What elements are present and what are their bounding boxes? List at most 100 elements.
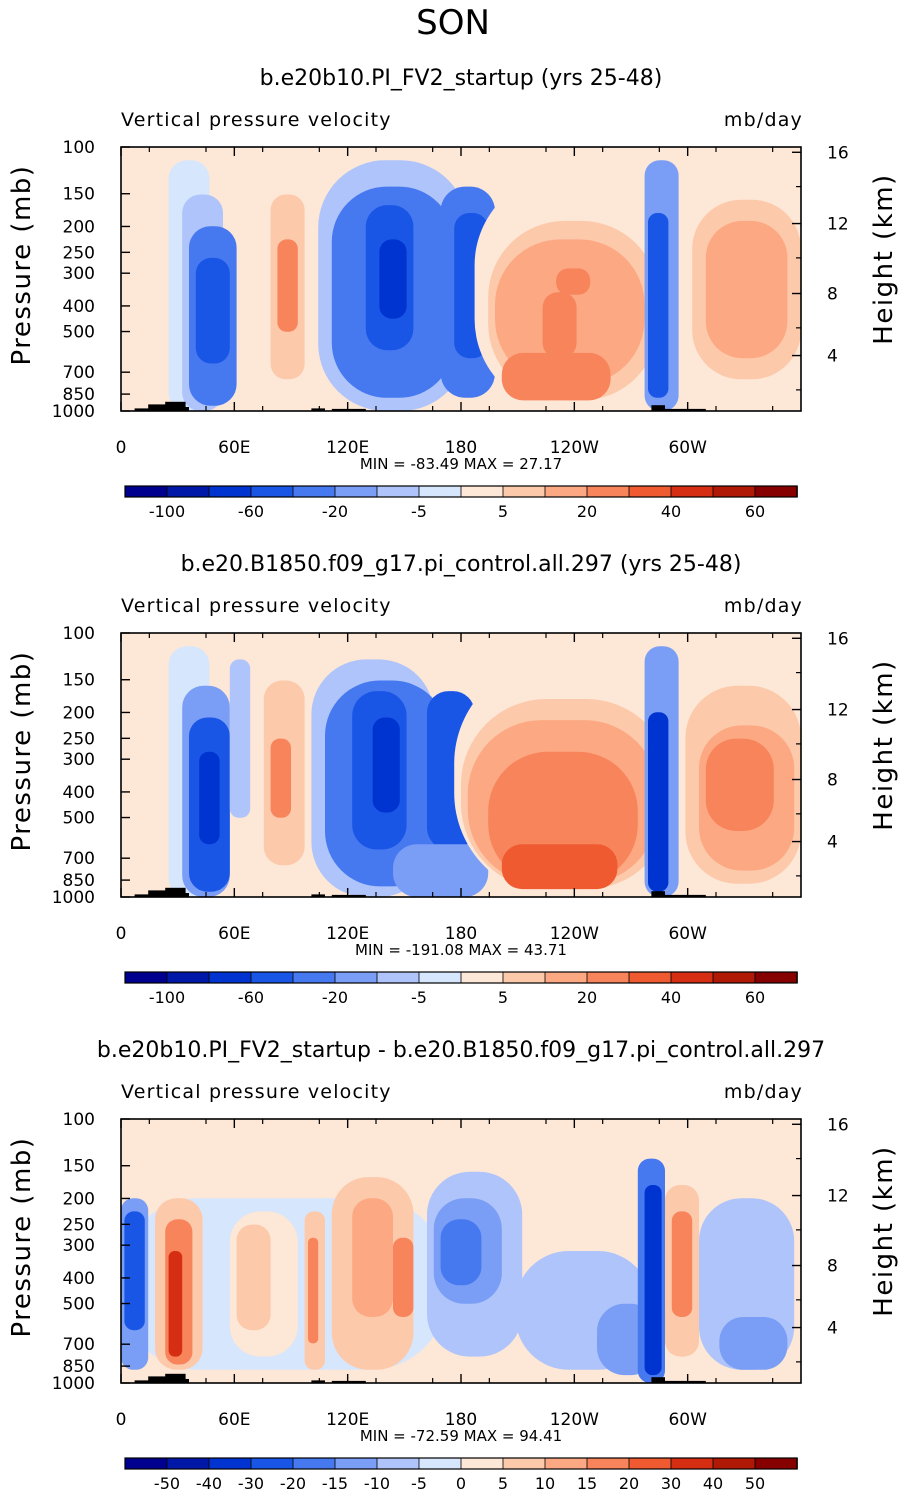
y-tick-label: 1000	[52, 402, 95, 422]
contour-region	[719, 1317, 788, 1370]
y2-tick-label: 8	[827, 1257, 838, 1277]
colorbar-label: 15	[577, 1474, 597, 1493]
colorbar-label: -20	[322, 502, 348, 521]
y-tick-label: 200	[63, 1189, 95, 1209]
colorbar-label: 20	[577, 502, 597, 521]
contour-fill	[134, 646, 801, 897]
topography	[665, 894, 706, 897]
colorbar-label: 40	[661, 502, 681, 521]
y-axis-title: Pressure (mb)	[7, 651, 37, 852]
colorbar-swatch	[334, 971, 378, 984]
x-tick-label: 60E	[218, 924, 250, 944]
x-tick-label: 60E	[218, 438, 250, 458]
y2-tick-label: 12	[827, 701, 849, 721]
topography	[665, 1380, 706, 1383]
colorbar-swatch	[670, 1457, 714, 1470]
panel-title: b.e20b10.PI_FV2_startup (yrs 25-48)	[260, 66, 663, 91]
topography	[665, 408, 706, 411]
colorbar-swatch	[544, 1457, 588, 1470]
y2-axis-title: Height (km)	[869, 173, 899, 344]
contour-region	[199, 751, 220, 845]
colorbar-swatch	[628, 971, 672, 984]
colorbar-swatch	[292, 971, 336, 984]
colorbar-frame	[124, 485, 798, 498]
y2-tick-label: 16	[827, 143, 849, 163]
y-tick-label: 300	[63, 264, 95, 284]
min-max-readout: MIN = -72.59 MAX = 94.41	[360, 1427, 562, 1445]
topography	[165, 1373, 186, 1383]
topography	[148, 1376, 169, 1383]
colorbar-label: -5	[411, 502, 427, 521]
colorbar-label: -40	[196, 1474, 222, 1493]
variable-label: Vertical pressure velocity	[121, 1081, 392, 1103]
x-tick-label: 120E	[326, 924, 369, 944]
colorbar-swatch	[628, 485, 672, 498]
colorbar-label: 5	[498, 1474, 508, 1493]
colorbar-swatch	[712, 485, 756, 498]
x-tick-label: 0	[116, 438, 127, 458]
topography	[175, 407, 189, 411]
y-tick-label: 200	[63, 217, 95, 237]
y2-tick-label: 4	[827, 347, 838, 367]
contour-region	[372, 717, 400, 813]
y-axis-title: Pressure (mb)	[7, 1137, 37, 1338]
colorbar-swatch	[334, 1457, 378, 1470]
colorbar-swatch	[586, 971, 630, 984]
colorbar-label: -15	[322, 1474, 348, 1493]
colorbar-swatch	[502, 971, 546, 984]
colorbar-label: -50	[154, 1474, 180, 1493]
colorbar-swatch	[376, 971, 420, 984]
y-axis-title: Pressure (mb)	[7, 165, 37, 366]
units-label: mb/day	[724, 1081, 803, 1103]
colorbar-swatch	[208, 1457, 252, 1470]
x-tick-label: 60W	[668, 438, 707, 458]
topography	[311, 1380, 325, 1383]
colorbar-swatch	[250, 971, 294, 984]
contour-region	[236, 1224, 271, 1331]
panel-3: b.e20b10.PI_FV2_startup - b.e20.B1850.f0…	[7, 1038, 899, 1493]
colorbar-swatch	[208, 485, 252, 498]
colorbar-swatch	[250, 485, 294, 498]
contour-region	[705, 738, 774, 831]
topography	[165, 401, 186, 411]
colorbar-swatch	[544, 971, 588, 984]
x-tick-label: 120W	[550, 438, 599, 458]
panel-title: b.e20b10.PI_FV2_startup - b.e20.B1850.f0…	[97, 1038, 825, 1063]
y2-tick-label: 4	[827, 1319, 838, 1339]
colorbar-swatch	[208, 971, 252, 984]
colorbar-label: -5	[411, 988, 427, 1007]
contour-region	[229, 659, 251, 818]
colorbar-swatch	[460, 485, 504, 498]
contour-region	[705, 220, 788, 359]
variable-label: Vertical pressure velocity	[121, 109, 392, 131]
contour-region	[440, 1219, 482, 1286]
colorbar-swatch	[712, 1457, 756, 1470]
topography	[148, 890, 169, 897]
colorbar-swatch	[670, 485, 714, 498]
colorbar-label: 60	[745, 502, 765, 521]
contour-region	[393, 1237, 414, 1317]
colorbar-label: -20	[322, 988, 348, 1007]
y-tick-label: 300	[63, 1236, 95, 1256]
colorbar-swatch	[418, 485, 462, 498]
contour-region	[352, 1198, 393, 1317]
colorbar-swatch	[124, 485, 168, 498]
y-tick-label: 150	[63, 671, 95, 691]
contour-region	[168, 1251, 183, 1357]
colorbar-swatch	[124, 1457, 168, 1470]
y-tick-label: 100	[63, 138, 95, 158]
contour-region	[379, 239, 407, 319]
y-tick-label: 250	[63, 243, 95, 263]
contour-fill	[121, 1158, 795, 1383]
x-tick-label: 120E	[326, 438, 369, 458]
colorbar-swatch	[502, 1457, 546, 1470]
y-tick-label: 100	[63, 1110, 95, 1130]
colorbar-swatch	[418, 1457, 462, 1470]
colorbar-swatch	[166, 485, 210, 498]
colorbar-swatch	[376, 485, 420, 498]
y-tick-label: 250	[63, 729, 95, 749]
y2-tick-label: 16	[827, 629, 849, 649]
colorbar-swatch	[754, 485, 798, 498]
